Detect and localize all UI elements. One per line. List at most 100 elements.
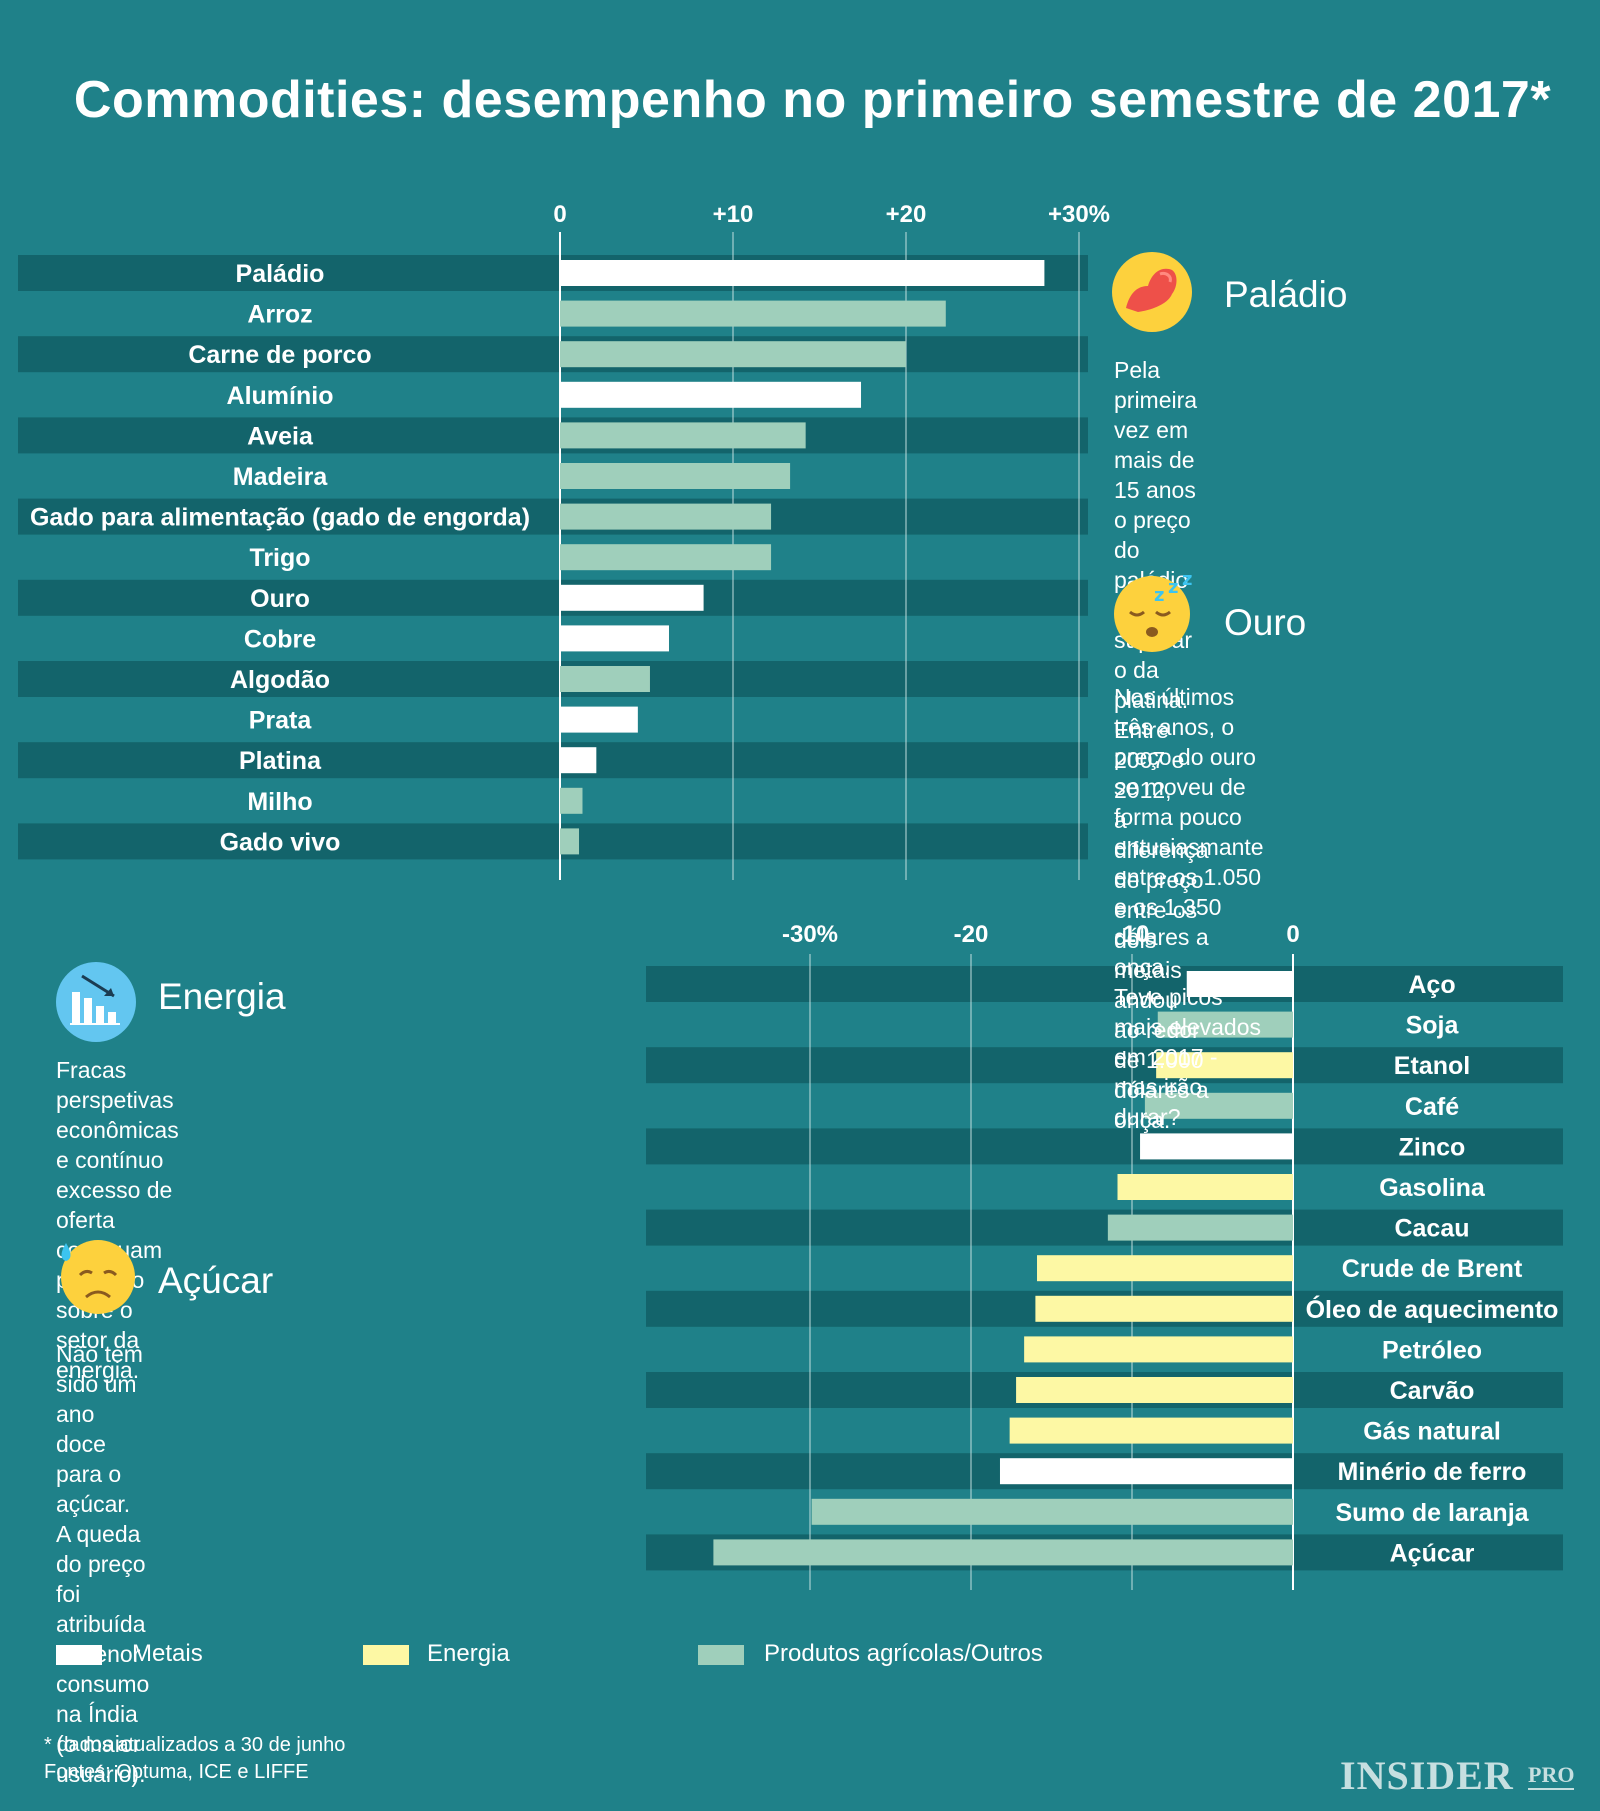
gains-category-label: Aveia	[247, 422, 314, 450]
gains-bar	[560, 584, 704, 611]
svg-text:z: z	[1168, 577, 1178, 598]
losses-bar	[1035, 1295, 1293, 1322]
panel-text: Não tem sido um ano doce para o açúcar. …	[56, 1341, 150, 1787]
sleeping-face-icon	[1114, 576, 1190, 652]
brand-logo: INSIDER	[1340, 1753, 1514, 1798]
flexed-biceps-icon	[1112, 252, 1192, 332]
losses-category-label: Etanol	[1394, 1052, 1470, 1080]
gains-row-band	[18, 336, 1088, 373]
gains-category-label: Arroz	[247, 301, 312, 329]
losses-category-label: Crude de Brent	[1342, 1255, 1523, 1283]
losses-bar	[1140, 1133, 1293, 1160]
gains-tick-label: +30%	[1048, 201, 1110, 228]
gains-category-label: Cobre	[244, 625, 316, 653]
losses-bar	[999, 1458, 1293, 1485]
losses-category-label: Petróleo	[1382, 1336, 1482, 1364]
gains-tick-label: +20	[886, 201, 927, 228]
losses-row-band	[646, 1047, 1563, 1084]
losses-category-label: Café	[1405, 1093, 1459, 1121]
commodities-chart: 0 +10 +20 +30% Paládio Arroz Carne de porco Alu…	[18, 201, 1563, 1590]
gains-row-band	[18, 498, 1088, 535]
losses-bar	[1016, 1377, 1293, 1403]
gains-bar	[560, 706, 638, 733]
losses-bar	[1037, 1255, 1293, 1282]
sad-sweat-face-icon	[61, 1240, 135, 1314]
legend-label: Metais	[132, 1640, 203, 1667]
losses-tick-label: 0	[1286, 921, 1299, 948]
page-title: Commodities: desempenho no primeiro seme…	[73, 71, 1552, 129]
gains-category-label: Paládio	[236, 260, 325, 288]
losses-bar	[1156, 1052, 1293, 1079]
losses-bar	[1107, 1214, 1293, 1241]
losses-tick-label: -30%	[782, 921, 838, 948]
losses-category-label: Carvão	[1390, 1377, 1475, 1405]
panel-text: Fracas perspetivas econômicas e contínuo…	[56, 1057, 179, 1383]
panel-text: Nos últimos três anos, o preço do ouro s…	[1114, 684, 1264, 1130]
gains-row-band	[18, 823, 1088, 860]
gains-category-label: Prata	[249, 707, 313, 735]
losses-category-label: Sumo de laranja	[1335, 1499, 1529, 1527]
losses-category-label: Zinco	[1399, 1133, 1466, 1161]
losses-row-band	[646, 1128, 1563, 1165]
legend-label: Energia	[427, 1640, 510, 1667]
legend-swatch	[363, 1645, 409, 1665]
gains-tick-label: +10	[713, 201, 754, 228]
gains-row-band	[18, 661, 1088, 697]
gains-category-label: Gado para alimentação (gado de engorda)	[30, 504, 530, 532]
losses-category-label: Açúcar	[1390, 1539, 1475, 1567]
footnote: * dados atualizados a 30 de junho Fontes…	[44, 1734, 346, 1783]
losses-row-band	[646, 1209, 1563, 1246]
losses-row-band	[646, 966, 1563, 1002]
losses-category-label: Gasolina	[1379, 1174, 1486, 1202]
gains-bar	[560, 341, 906, 368]
legend-swatch	[698, 1645, 744, 1665]
panel-title: Açúcar	[158, 1260, 274, 1301]
svg-text:z: z	[1154, 585, 1164, 605]
panel-title: Paládio	[1224, 274, 1348, 315]
gains-category-label: Algodão	[230, 666, 330, 694]
losses-category-label: Aço	[1408, 971, 1455, 999]
gains-category-label: Alumínio	[227, 382, 334, 410]
losses-bar	[811, 1498, 1293, 1525]
legend-label: Produtos agrícolas/Outros	[764, 1640, 1043, 1667]
panel-title: Energia	[158, 976, 286, 1017]
losses-bar	[1117, 1174, 1293, 1200]
losses-bar	[1144, 1092, 1293, 1119]
losses-bar	[1009, 1417, 1293, 1444]
gains-category-label: Milho	[247, 788, 312, 816]
losses-bar	[1186, 971, 1293, 997]
zzz-icon: z z z	[1154, 569, 1192, 605]
gains-category-label: Platina	[239, 747, 322, 775]
gains-bar	[560, 747, 597, 774]
gains-row-band	[18, 417, 1088, 454]
gains-bar	[560, 300, 946, 327]
gains-bar	[560, 381, 862, 408]
gains-bar	[560, 503, 772, 530]
gains-category-label: Ouro	[250, 585, 310, 613]
losses-bar	[1024, 1336, 1293, 1363]
brand-logo-sub: PRO	[1528, 1762, 1575, 1790]
gains-category-label: Carne de porco	[188, 341, 371, 369]
gains-category-label: Trigo	[249, 544, 310, 572]
panel-title: Ouro	[1224, 602, 1307, 643]
legend-swatch	[56, 1645, 102, 1665]
gains-bar	[560, 787, 583, 814]
gains-bar	[560, 625, 669, 652]
losses-bar	[713, 1539, 1293, 1566]
losses-tick-label: -10	[1115, 921, 1150, 948]
losses-category-label: Gás natural	[1363, 1418, 1501, 1446]
gains-row-band	[18, 579, 1088, 616]
gains-bar	[560, 828, 580, 855]
losses-bar	[1157, 1011, 1293, 1038]
losses-category-label: Minério de ferro	[1338, 1458, 1527, 1486]
losses-category-label: Soja	[1406, 1012, 1460, 1040]
losses-category-label: Óleo de aquecimento	[1306, 1294, 1559, 1324]
svg-text:z: z	[1182, 569, 1192, 590]
gains-category-label: Madeira	[233, 463, 329, 491]
losses-tick-label: -20	[954, 921, 989, 948]
gains-row-band	[18, 742, 1088, 779]
gains-bar	[560, 463, 791, 489]
losses-category-label: Cacau	[1394, 1215, 1469, 1243]
gains-bar	[560, 666, 650, 692]
gains-category-label: Gado vivo	[220, 828, 341, 856]
